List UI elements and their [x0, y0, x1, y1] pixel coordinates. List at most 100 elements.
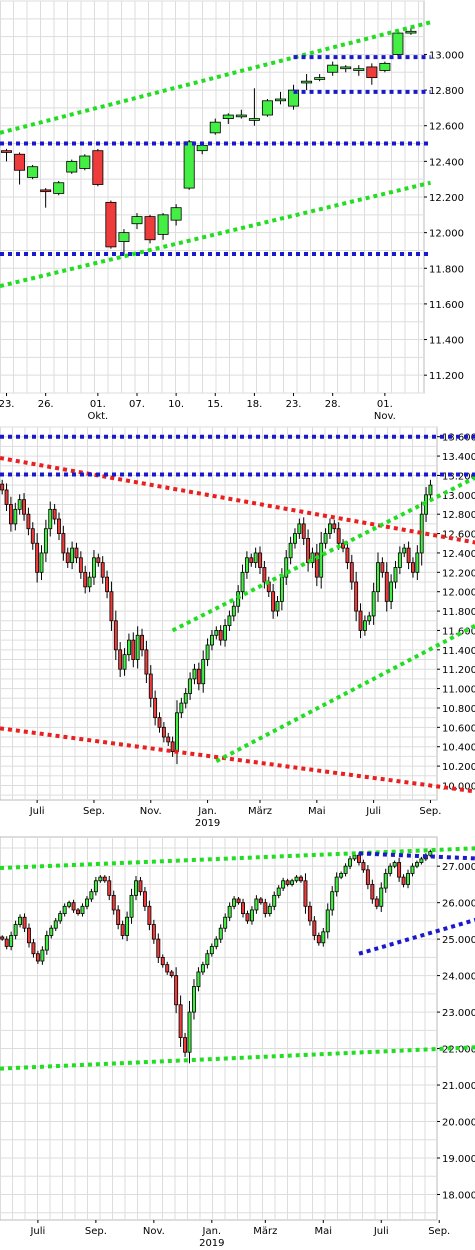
candle-up [415, 552, 420, 573]
candle-up [389, 581, 394, 602]
candle-down [96, 557, 101, 564]
y-tick-label: 25.000 [442, 935, 475, 946]
candle-up [122, 654, 127, 670]
candle-up [48, 508, 53, 530]
candle-down [157, 717, 162, 728]
candle-down [142, 891, 147, 907]
candle-down [332, 523, 337, 530]
candle-up [79, 155, 91, 169]
candle-down [262, 567, 267, 583]
candle-up [70, 547, 75, 564]
candle-up [254, 898, 259, 911]
candle-down [92, 150, 104, 185]
y-tick-label: 12.600 [442, 530, 475, 541]
y-tick-label: 10.400 [442, 743, 475, 754]
y-tick-label: 26.000 [442, 899, 475, 910]
candle-down [271, 591, 276, 612]
x-tick-label: 23. [286, 399, 302, 410]
candle-up [248, 118, 260, 121]
candle-down [241, 902, 245, 914]
candle-down [366, 66, 378, 79]
candle-down [258, 552, 262, 568]
candle-up [210, 634, 214, 646]
candle-down [109, 591, 114, 622]
candle-down [26, 513, 31, 530]
candle-down [169, 971, 174, 977]
x-tick-label: 23. [0, 399, 14, 410]
candle-down [144, 216, 156, 241]
candle-up [379, 62, 391, 71]
chart-1: 13.000 12.800 12.600 12.400 12.200 12.000 11.8… [0, 0, 464, 422]
candle-up [39, 552, 44, 573]
candle-down [151, 924, 156, 940]
plot-area [0, 426, 438, 801]
y-tick-label: 27.000 [442, 862, 475, 873]
candle-up [98, 876, 103, 882]
candle-down [83, 571, 88, 588]
candle-up [348, 858, 353, 867]
candle-down [105, 201, 117, 248]
candle-down [35, 542, 40, 573]
candle-down [301, 523, 306, 539]
x-tick-label: Mai [308, 806, 326, 817]
candle-down [307, 905, 312, 922]
candle-down [361, 862, 366, 871]
candle-down [406, 547, 411, 564]
candle-up [135, 634, 140, 660]
candle-up [9, 935, 14, 947]
candle-down [153, 697, 158, 719]
candle-up [397, 552, 402, 568]
candle-up [200, 964, 205, 973]
candle-down [30, 528, 35, 544]
y-tick-label: 12.200 [442, 568, 475, 579]
candle-down [384, 571, 389, 602]
candle-up [80, 905, 85, 915]
trend-line [171, 475, 475, 633]
y-tick-label: 10.200 [442, 762, 475, 773]
y-tick-label: 12.600 [429, 122, 464, 133]
y-tick-label: 22.000 [442, 1045, 475, 1056]
candle-up [376, 562, 380, 593]
candle-up [288, 542, 293, 559]
candle-up [214, 630, 219, 636]
candle-up [18, 916, 23, 925]
candle-up [183, 141, 195, 189]
candle-up [129, 894, 134, 918]
candle-down [0, 936, 5, 940]
candle-down [345, 547, 350, 564]
x-tick-sublabel: 2019 [195, 818, 220, 829]
candle-up [66, 160, 78, 173]
candle-down [0, 483, 5, 491]
y-tick-label: 10.800 [442, 704, 475, 715]
x-tick-label: Jan. [202, 1226, 222, 1237]
candle-down [144, 649, 149, 675]
y-tick-label: 12.400 [442, 549, 475, 560]
trend-line [0, 180, 431, 289]
x-tick-label: Mai [315, 1226, 333, 1237]
candle-up [392, 32, 404, 55]
x-tick-label: Nov. [143, 1226, 165, 1237]
candle-up [327, 64, 339, 73]
candle-up [249, 909, 254, 922]
candle-up [323, 533, 328, 544]
candle-up [209, 121, 221, 134]
candle-down [249, 557, 254, 564]
candle-down [401, 876, 406, 885]
y-tick-label: 10.000 [442, 781, 475, 792]
candle-down [35, 953, 40, 962]
y-tick-label: 11.800 [442, 607, 475, 618]
candle-up [284, 557, 289, 578]
candle-up [328, 523, 332, 534]
candle-down [148, 673, 153, 699]
candle-up [196, 971, 201, 987]
y-tick-label: 11.600 [429, 300, 464, 311]
candle-down [258, 898, 263, 904]
candle-down [370, 884, 375, 900]
candle-up [192, 986, 196, 1013]
candle-up [118, 232, 130, 242]
candle-up [297, 523, 302, 534]
x-tick-label: 01. [90, 399, 106, 410]
candle-up [209, 946, 214, 955]
trend-line [215, 623, 475, 764]
candle-up [175, 712, 179, 752]
